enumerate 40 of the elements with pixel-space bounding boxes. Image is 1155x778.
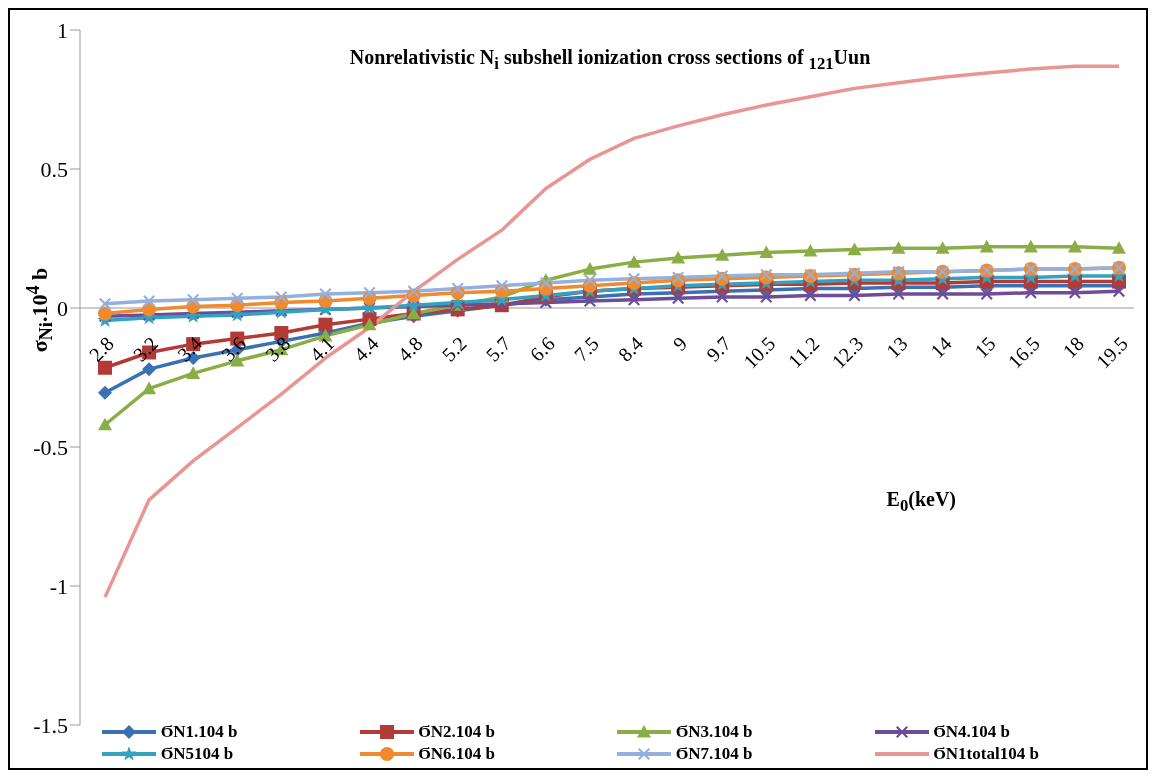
text: Nonrelativistic N$_{i}$ subshell ionization cross sections of $_{121}$Uun — [348, 46, 872, 74]
x-tick-label: 11.2 — [783, 332, 824, 373]
x-tick-label: 5.2 — [437, 332, 471, 366]
legend-label: ϬN2.104 b — [418, 722, 496, 742]
legend-label: ϬN4.104 b — [933, 722, 1011, 742]
x-tick-label: 6.6 — [525, 332, 559, 366]
y-tick-label: 1 — [57, 17, 68, 43]
x-tick-label: 12.3 — [827, 332, 868, 373]
y-tick-label: -0.5 — [33, 434, 68, 460]
x-tick-label: 9 — [668, 332, 692, 355]
legend-label: ϬN7.104 b — [676, 744, 753, 764]
legend-label: ϬN5104 b — [161, 744, 234, 764]
x-tick-label: 4.8 — [393, 332, 427, 366]
x-tick-label: 7.5 — [569, 332, 603, 366]
x-tick-label: 13 — [881, 332, 912, 362]
x-tick-label: 3.8 — [261, 332, 295, 366]
x-tick-label: 3.4 — [172, 332, 207, 366]
x-axis-title: E$_{0}$(keV) — [886, 488, 956, 516]
y-tick-label: -1.5 — [33, 712, 68, 738]
legend-label: ϬN1.104 b — [161, 722, 238, 742]
x-tick-label: 5.7 — [481, 332, 515, 366]
x-tick-label: 15 — [970, 332, 1000, 362]
x-tick-label: 4.1 — [305, 332, 339, 366]
x-tick-label: 3.6 — [217, 332, 251, 366]
y-tick-label: 0.5 — [40, 156, 68, 182]
x-tick-label: 14 — [925, 332, 956, 362]
x-tick-label: 10.5 — [739, 332, 780, 373]
legend-label: ϬN3.104 b — [676, 722, 753, 742]
x-tick-label: 2.8 — [84, 332, 119, 366]
x-tick-label: 16.5 — [1003, 332, 1044, 373]
y-tick-label: 0 — [57, 295, 68, 321]
legend-label: ϬN6.104 b — [418, 744, 496, 764]
x-tick-label: 9.7 — [702, 332, 736, 366]
legend-label: ϬN1total104 b — [933, 744, 1039, 764]
y-tick-label: -1 — [49, 573, 68, 599]
x-tick-label: 19.5 — [1091, 332, 1133, 373]
x-tick-label: 3.2 — [128, 332, 163, 366]
x-tick-label: 4.4 — [349, 332, 383, 366]
x-tick-label: 8.4 — [613, 332, 648, 366]
x-tick-label: 18 — [1058, 332, 1088, 362]
